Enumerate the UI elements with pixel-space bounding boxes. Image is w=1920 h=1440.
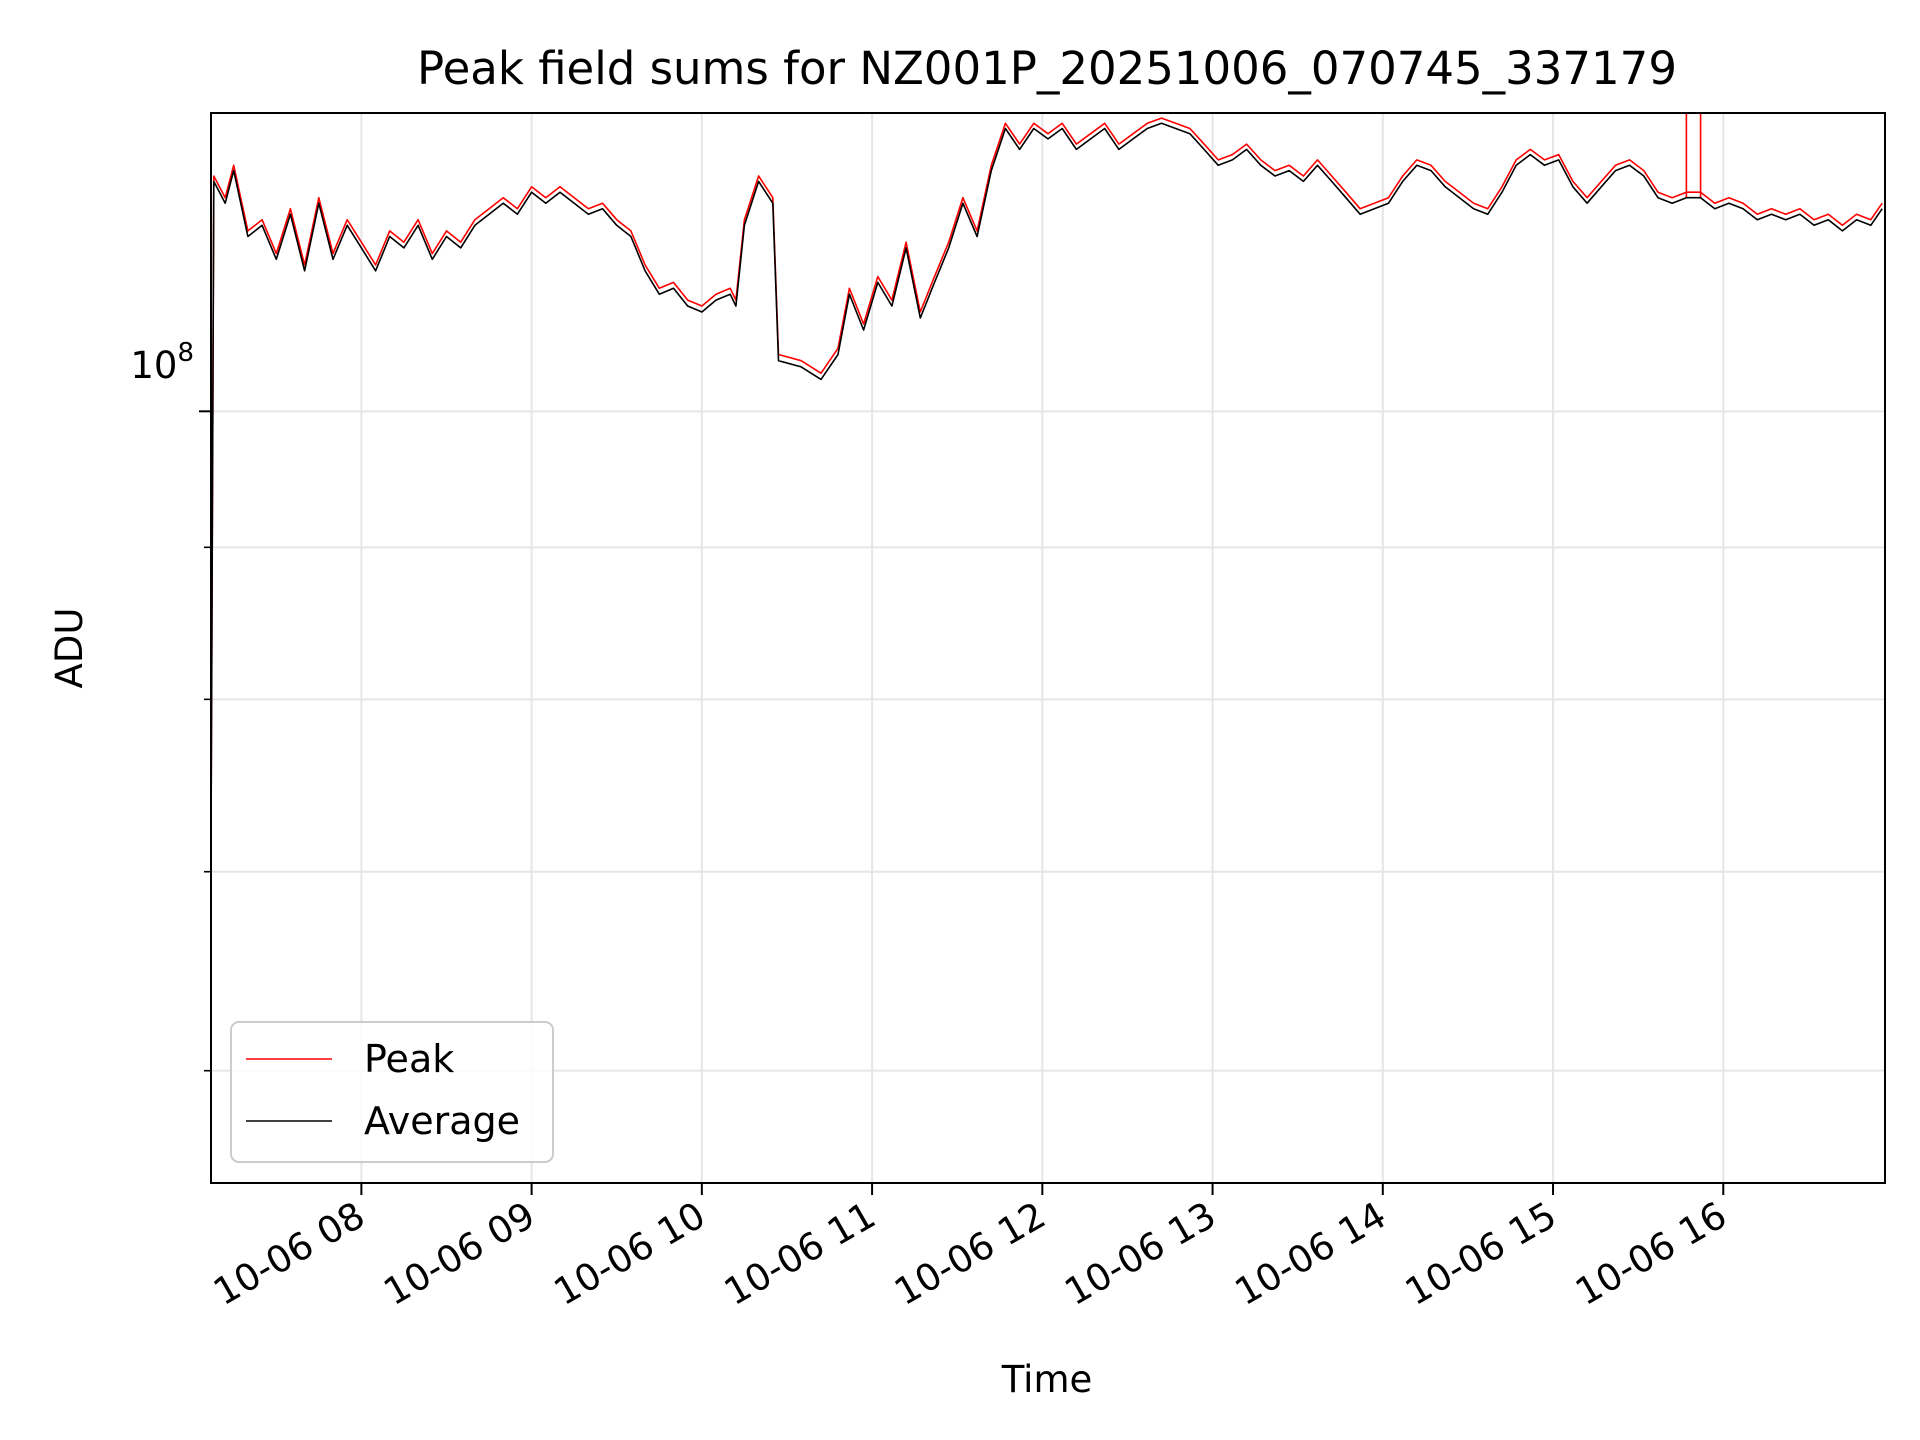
legend-box [230, 1021, 554, 1163]
legend: Peak Average [230, 1021, 554, 1163]
series-layer [211, 113, 1883, 845]
chart-title: Peak field sums for NZ001P_20251006_0707… [417, 42, 1677, 95]
y-tick-label: 108 [130, 338, 194, 387]
series-line-peak [211, 117, 1883, 836]
y-axis-label: ADU [48, 608, 91, 689]
legend-label-peak: Peak [364, 1037, 454, 1081]
grid-lines [211, 113, 1885, 1183]
series-line-average [211, 122, 1883, 845]
plot-frame [210, 112, 1886, 1184]
plot-area [211, 113, 1885, 1183]
legend-label-average: Average [364, 1099, 520, 1143]
axis-ticks [199, 410, 1725, 1195]
x-axis-label: Time [1001, 1358, 1093, 1401]
